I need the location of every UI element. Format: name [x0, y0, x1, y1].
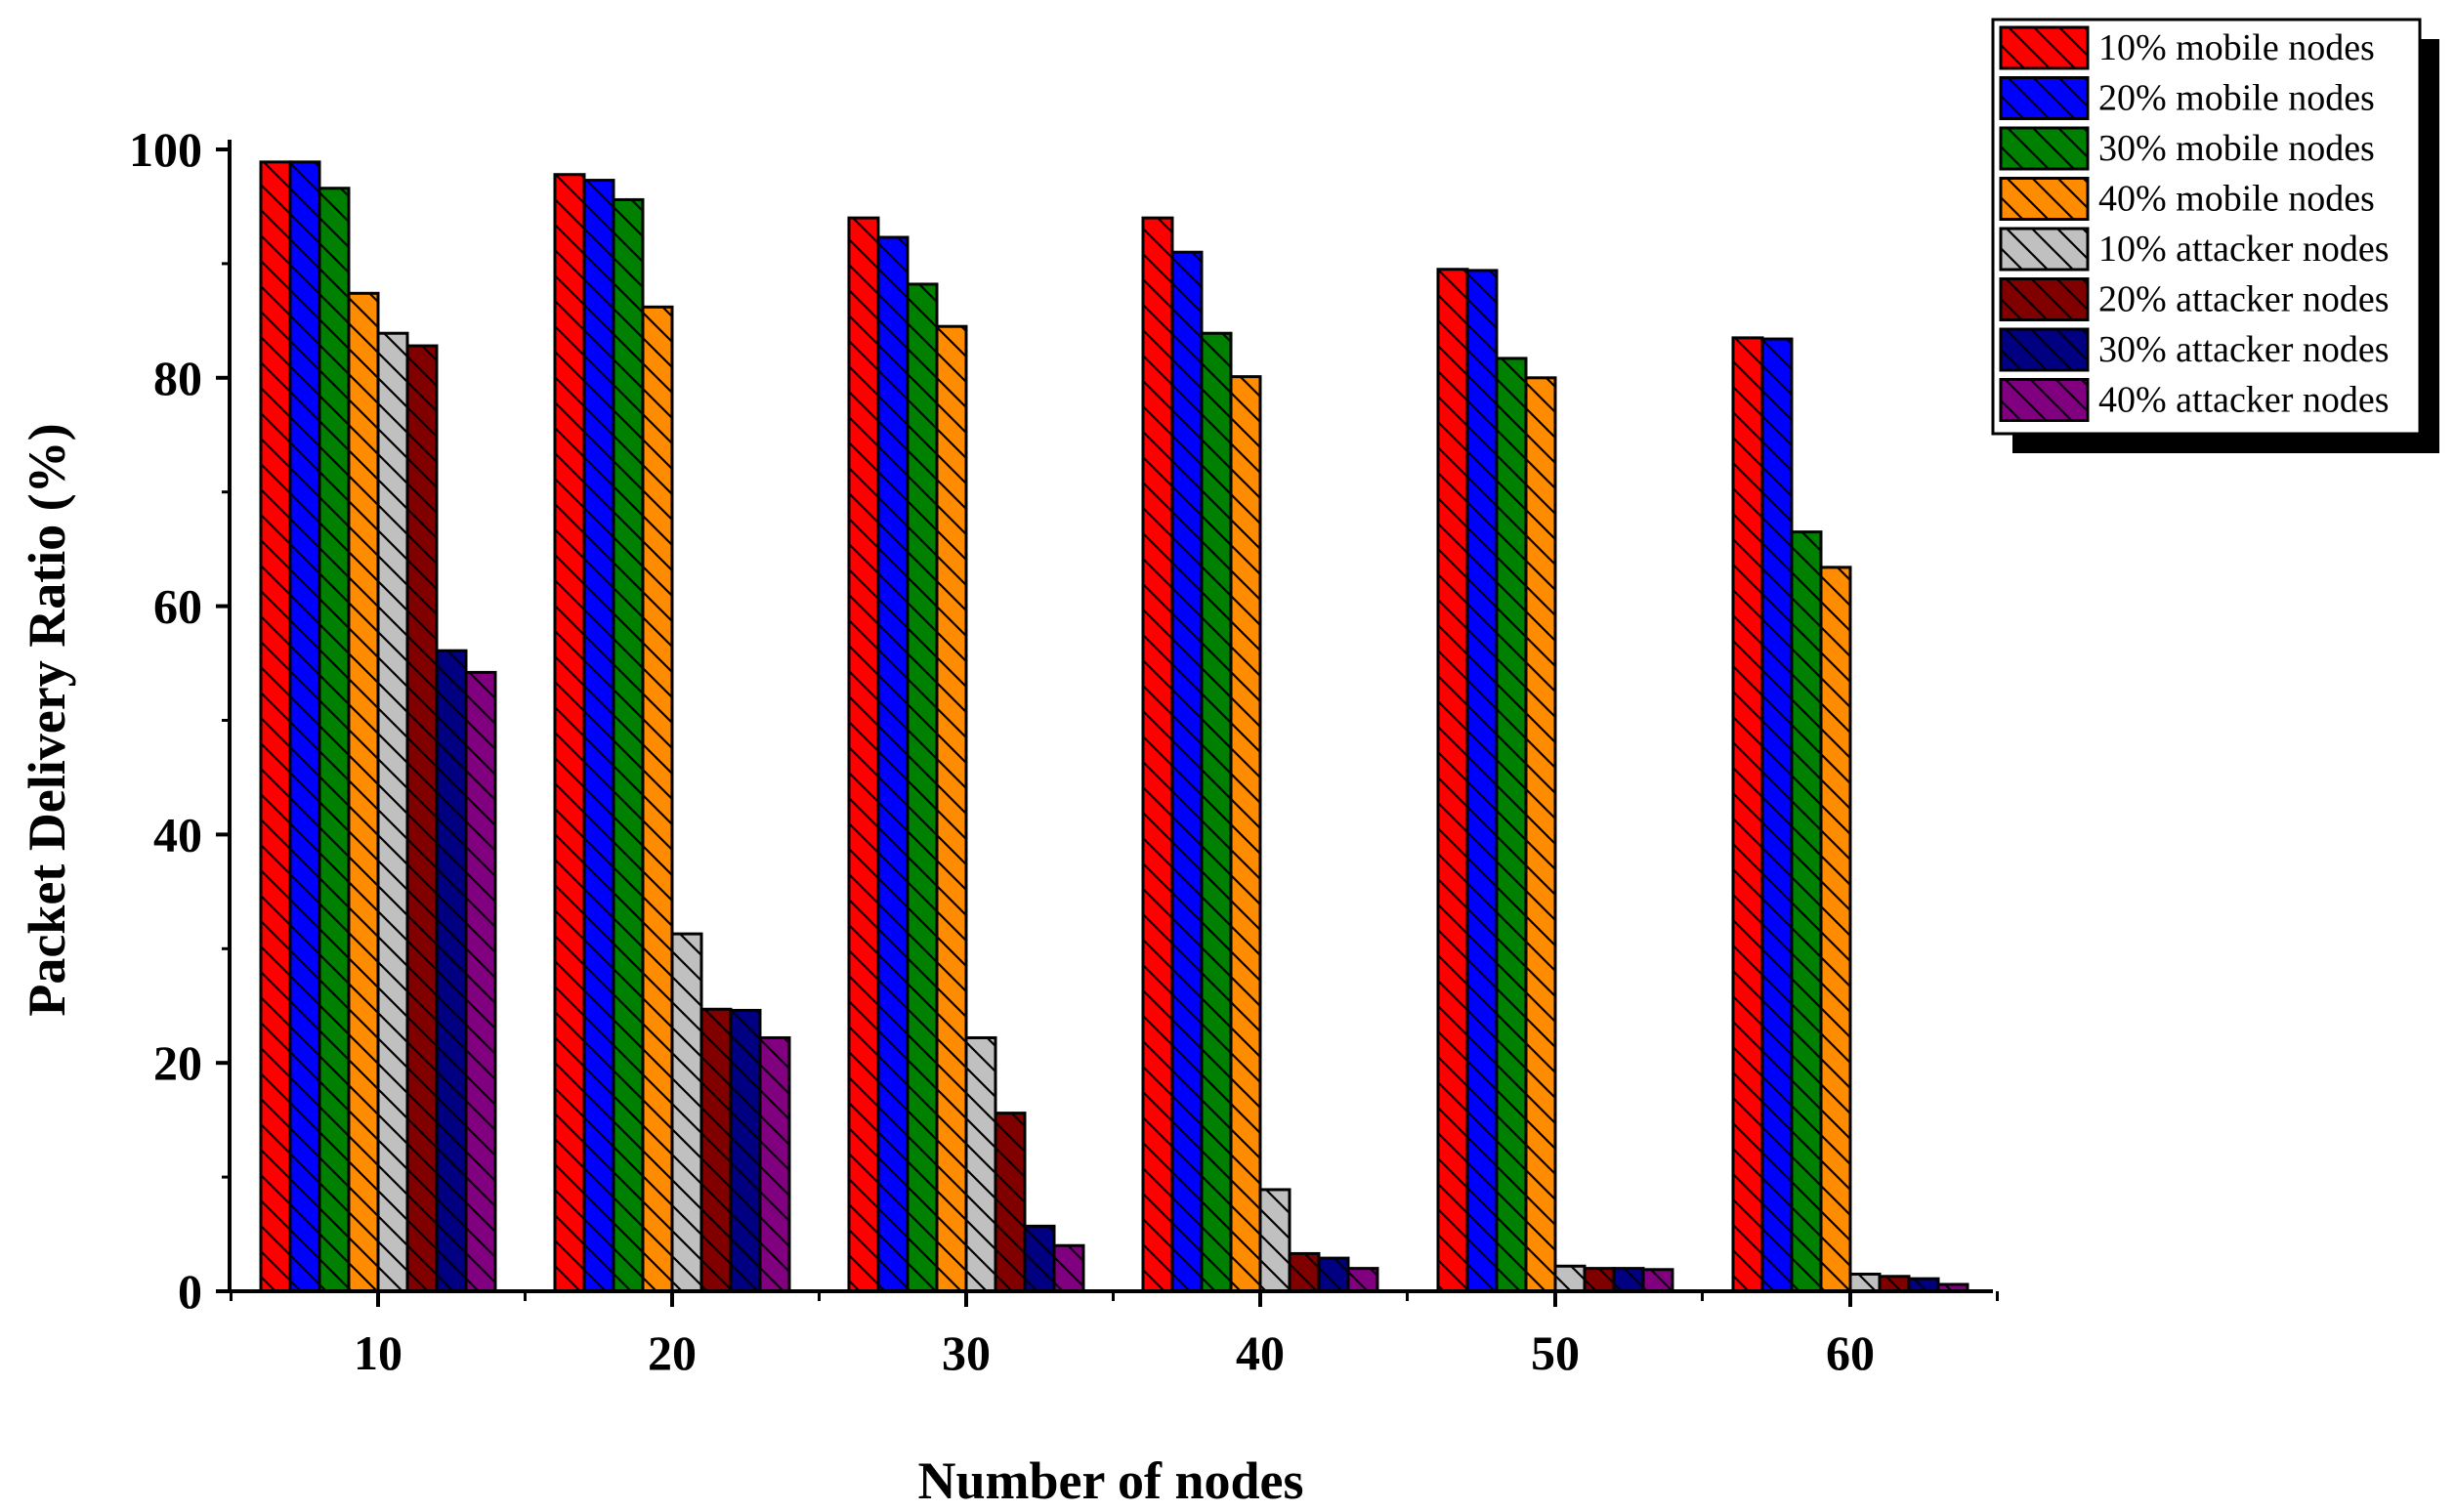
y-tick-label: 60: [153, 579, 202, 634]
legend: 10% mobile nodes 20% mobile nodes 30% mobi…: [1991, 18, 2439, 453]
y-tick-label: 100: [129, 122, 202, 177]
bar-20-mobile-nodes-30: [876, 235, 910, 1293]
bar-10-mobile-nodes-60: [1731, 336, 1764, 1293]
legend-swatch: [1999, 76, 2090, 120]
bar-20-attacker-nodes-40: [1288, 1251, 1321, 1293]
bar-30-mobile-nodes-20: [612, 197, 645, 1293]
legend-label: 30% mobile nodes: [2098, 128, 2375, 169]
x-tick-label: 50: [1531, 1325, 1580, 1380]
legend-label: 10% attacker nodes: [2098, 229, 2390, 270]
legend-label: 10% mobile nodes: [2098, 27, 2375, 68]
bar-10-attacker-nodes-50: [1553, 1264, 1587, 1293]
bar-40-attacker-nodes-50: [1641, 1268, 1674, 1293]
legend-swatch: [1999, 25, 2090, 70]
bar-40-mobile-nodes-30: [935, 324, 968, 1293]
legend-swatch: [1999, 126, 2090, 171]
bar-10-mobile-nodes-10: [259, 160, 292, 1293]
bar-40-mobile-nodes-20: [641, 305, 674, 1293]
bar-10-attacker-nodes-40: [1258, 1188, 1291, 1293]
bar-10-attacker-nodes-30: [964, 1035, 997, 1293]
bar-30-attacker-nodes-20: [729, 1008, 762, 1293]
bar-40-attacker-nodes-10: [464, 670, 497, 1293]
legend-swatch: [1999, 378, 2090, 422]
x-tick-label: 40: [1236, 1325, 1285, 1380]
bar-30-mobile-nodes-30: [906, 282, 939, 1293]
x-tick-label: 20: [648, 1325, 697, 1380]
x-tick-label: 10: [354, 1325, 402, 1380]
bar-20-mobile-nodes-10: [288, 160, 321, 1293]
bar-10-attacker-nodes-10: [376, 331, 409, 1293]
bar-30-mobile-nodes-60: [1790, 530, 1823, 1293]
legend-swatch: [1999, 227, 2090, 272]
bar-20-attacker-nodes-60: [1878, 1275, 1911, 1293]
bar-10-mobile-nodes-40: [1141, 216, 1174, 1293]
bars-group: [259, 160, 1969, 1293]
bar-10-mobile-nodes-20: [553, 173, 586, 1293]
bar-10-attacker-nodes-20: [670, 932, 703, 1293]
bar-20-mobile-nodes-20: [582, 179, 615, 1293]
bar-40-mobile-nodes-50: [1524, 376, 1557, 1293]
legend-swatch: [1999, 277, 2090, 321]
x-tick-label: 30: [942, 1325, 991, 1380]
bar-20-mobile-nodes-50: [1465, 269, 1499, 1293]
x-axis-title: Number of nodes: [917, 1451, 1303, 1510]
bar-40-attacker-nodes-40: [1346, 1267, 1379, 1293]
bar-30-attacker-nodes-50: [1612, 1267, 1645, 1293]
bar-30-mobile-nodes-10: [317, 187, 351, 1293]
bar-30-mobile-nodes-40: [1200, 331, 1233, 1293]
legend-label: 20% mobile nodes: [2098, 78, 2375, 119]
bar-40-attacker-nodes-20: [758, 1035, 791, 1293]
bar-10-attacker-nodes-60: [1848, 1272, 1882, 1293]
y-tick-label: 20: [153, 1035, 202, 1090]
legend-label: 30% attacker nodes: [2098, 329, 2390, 370]
bar-20-attacker-nodes-20: [699, 1007, 733, 1293]
bar-20-attacker-nodes-10: [405, 344, 439, 1293]
axes-group: 0 20 40 60 80 100 10 20 30 40 50 60: [129, 122, 1999, 1380]
y-tick-label: 80: [153, 351, 202, 405]
y-axis-title: Packet Delivery Ratio (%): [18, 423, 76, 1016]
legend-label: 40% attacker nodes: [2098, 380, 2390, 421]
bar-20-attacker-nodes-50: [1583, 1267, 1616, 1293]
bar-10-mobile-nodes-30: [847, 216, 880, 1293]
legend-label: 40% mobile nodes: [2098, 179, 2375, 220]
bar-20-mobile-nodes-40: [1170, 250, 1204, 1293]
x-tick-label: 60: [1826, 1325, 1875, 1380]
y-tick-label: 40: [153, 807, 202, 861]
bar-10-mobile-nodes-50: [1436, 268, 1469, 1293]
bar-30-attacker-nodes-10: [435, 649, 468, 1293]
legend-label: 20% attacker nodes: [2098, 279, 2390, 320]
bar-20-attacker-nodes-30: [994, 1112, 1027, 1293]
bar-30-attacker-nodes-30: [1023, 1224, 1056, 1293]
legend-swatch: [1999, 327, 2090, 372]
bar-40-attacker-nodes-30: [1052, 1243, 1085, 1293]
bar-40-mobile-nodes-10: [347, 291, 380, 1293]
legend-swatch: [1999, 177, 2090, 221]
bar-40-mobile-nodes-60: [1819, 566, 1852, 1293]
bar-30-mobile-nodes-50: [1495, 357, 1528, 1293]
bar-20-mobile-nodes-60: [1760, 337, 1794, 1293]
y-tick-label: 0: [178, 1264, 202, 1319]
bar-30-attacker-nodes-40: [1317, 1256, 1350, 1293]
bar-40-mobile-nodes-40: [1229, 375, 1262, 1293]
